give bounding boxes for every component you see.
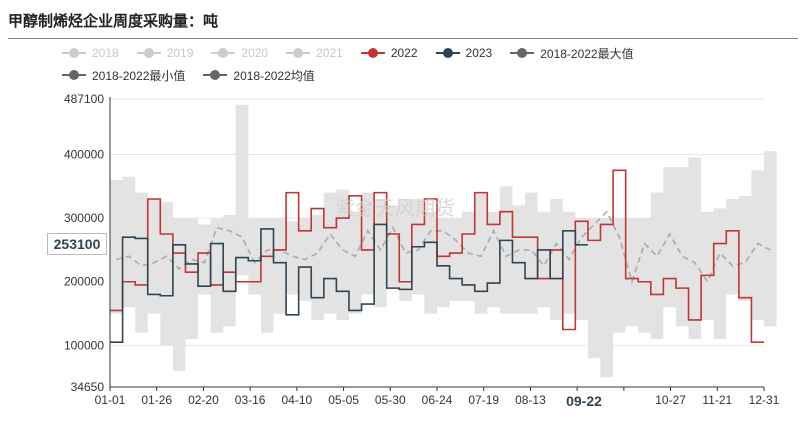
x-tick-label: 12-31 bbox=[749, 393, 780, 407]
x-tick-label: 11-21 bbox=[702, 393, 732, 407]
legend-label: 2021 bbox=[316, 46, 343, 60]
legend-marker-icon bbox=[286, 48, 311, 58]
x-tick-label: 07-19 bbox=[468, 393, 499, 407]
x-tick-label: 03-16 bbox=[235, 393, 266, 407]
series-line-2022 bbox=[110, 169, 764, 344]
legend-label: 2018-2022最小值 bbox=[92, 68, 186, 83]
x-tick-label: 08-13 bbox=[515, 393, 546, 407]
legend-item[interactable]: 2021 bbox=[286, 42, 343, 64]
legend-item[interactable]: 2022 bbox=[360, 42, 418, 64]
legend-item[interactable]: 2018-2022最小值 bbox=[62, 64, 185, 86]
legend-item[interactable]: 2020 bbox=[211, 42, 268, 64]
series-band-max-min bbox=[110, 104, 777, 378]
y-tick-label: 100000 bbox=[64, 338, 104, 352]
x-tick-label: 05-05 bbox=[328, 393, 359, 407]
x-axis-cursor-label: 09-22 bbox=[556, 392, 612, 410]
legend-item[interactable]: 2019 bbox=[136, 42, 194, 64]
watermark: 紫金天风期货 bbox=[335, 197, 455, 220]
legend-item[interactable]: 2018-2022最大值 bbox=[510, 42, 634, 64]
x-tick-label: 04-10 bbox=[282, 393, 313, 407]
legend-label: 2020 bbox=[241, 46, 269, 60]
legend-item[interactable]: 2023 bbox=[435, 42, 493, 64]
y-tick-label: 200000 bbox=[64, 275, 104, 289]
legend-label: 2022 bbox=[390, 46, 418, 60]
y-tick-label: 400000 bbox=[64, 147, 104, 161]
x-tick-label: 02-20 bbox=[188, 393, 219, 407]
legend-label: 2018-2022均值 bbox=[233, 68, 315, 83]
chart-legend: 2018 2019 2020 2021 2022 2023 2018-2022最大值 2018… bbox=[62, 42, 782, 86]
legend-marker-icon bbox=[435, 48, 460, 58]
series-line-2023 bbox=[110, 223, 588, 344]
legend-marker-icon bbox=[211, 48, 236, 58]
y-tick-label: 34650 bbox=[71, 380, 105, 394]
chart-title: 甲醇制烯烃企业周度采购量：吨 bbox=[8, 13, 219, 30]
x-tick-label: 06-24 bbox=[422, 393, 453, 407]
y-axis-cursor-label: 253100 bbox=[47, 233, 107, 255]
legend-label: 2019 bbox=[166, 46, 194, 60]
legend-marker-icon bbox=[203, 70, 228, 80]
legend-marker-icon bbox=[62, 70, 86, 80]
title-divider bbox=[8, 38, 798, 39]
x-tick-label: 01-01 bbox=[95, 393, 126, 407]
x-tick-label: 10-27 bbox=[655, 393, 686, 407]
legend-marker-icon bbox=[510, 48, 535, 58]
legend-label: 2018 bbox=[92, 46, 119, 60]
y-tick-label: 487100 bbox=[64, 92, 104, 106]
legend-item[interactable]: 2018 bbox=[62, 42, 119, 64]
y-tick-label: 300000 bbox=[64, 211, 104, 225]
x-tick-label: 05-30 bbox=[375, 393, 406, 407]
legend-marker-icon bbox=[62, 48, 86, 58]
legend-label: 2023 bbox=[465, 46, 493, 60]
x-tick-label: 01-26 bbox=[141, 393, 172, 407]
legend-label: 2018-2022最大值 bbox=[540, 46, 634, 61]
legend-item[interactable]: 2018-2022均值 bbox=[203, 64, 315, 86]
legend-marker-icon bbox=[136, 48, 161, 58]
legend-marker-icon bbox=[360, 48, 385, 58]
